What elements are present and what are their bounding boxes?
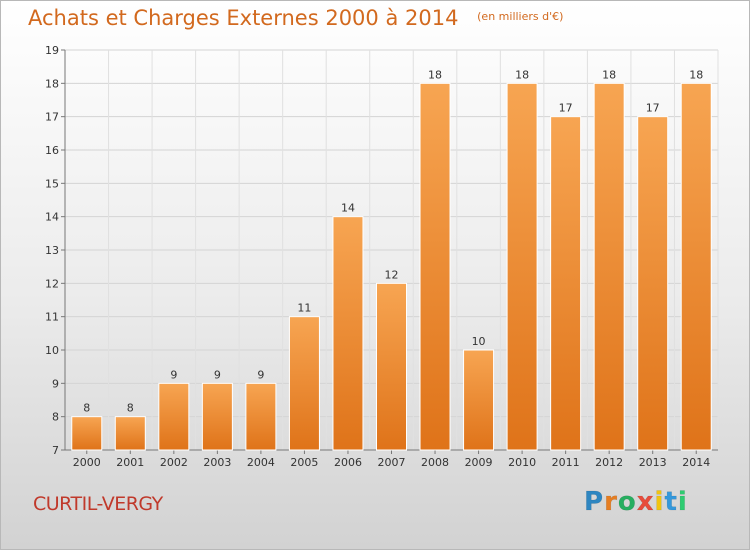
x-tick-label-2004: 2004 <box>247 456 275 469</box>
chart-title-text: Achats et Charges Externes 2000 à 2014 <box>28 6 459 30</box>
data-label-2012: 18 <box>602 68 616 81</box>
x-tick-label-2003: 2003 <box>203 456 231 469</box>
x-tick-label-2001: 2001 <box>116 456 144 469</box>
y-tick-label-13: 13 <box>45 244 59 257</box>
y-tick-label-7: 7 <box>52 444 59 457</box>
data-label-2003: 9 <box>214 368 221 381</box>
data-label-2009: 10 <box>472 335 486 348</box>
bar-2004 <box>245 382 277 451</box>
bars <box>71 82 712 451</box>
chart-unit: (en milliers d'€) <box>477 10 564 23</box>
data-label-2005: 11 <box>297 302 311 315</box>
bar-2006 <box>332 216 364 451</box>
y-tick-label-19: 19 <box>45 44 59 57</box>
y-tick-label-17: 17 <box>45 111 59 124</box>
logo-letter: i <box>677 487 688 518</box>
data-label-2008: 18 <box>428 68 442 81</box>
y-tick-label-18: 18 <box>45 77 59 90</box>
bar-2000 <box>71 416 103 451</box>
logo-letter: i <box>654 487 665 518</box>
bar-2005 <box>288 316 320 451</box>
y-tick-label-9: 9 <box>52 377 59 390</box>
logo-letter: x <box>636 487 655 518</box>
bar-2003 <box>201 382 233 451</box>
bar-2012 <box>593 82 625 451</box>
data-label-2014: 18 <box>689 68 703 81</box>
data-label-2004: 9 <box>257 368 264 381</box>
logo-letter: P <box>584 487 605 518</box>
chart-title: Achats et Charges Externes 2000 à 2014 (… <box>28 6 563 30</box>
x-tick-label-2006: 2006 <box>334 456 362 469</box>
bar-2010 <box>506 82 538 451</box>
x-tick-label-2009: 2009 <box>465 456 493 469</box>
y-tick-label-16: 16 <box>45 144 59 157</box>
bar-2001 <box>114 416 146 451</box>
bar-2007 <box>376 282 407 451</box>
bar-2014 <box>680 82 712 451</box>
data-label-2007: 12 <box>385 268 399 281</box>
y-tick-label-15: 15 <box>45 177 59 190</box>
data-label-2013: 17 <box>646 102 660 115</box>
x-tick-label-2010: 2010 <box>508 456 536 469</box>
bar-2013 <box>637 116 669 451</box>
x-tick-label-2000: 2000 <box>73 456 101 469</box>
logo-letter: o <box>617 487 637 518</box>
x-tick-label-2008: 2008 <box>421 456 449 469</box>
data-label-2006: 14 <box>341 202 355 215</box>
data-label-2010: 18 <box>515 68 529 81</box>
proxiti-logo: Proxiti <box>584 487 688 518</box>
bar-2009 <box>463 349 495 451</box>
x-tick-label-2012: 2012 <box>595 456 623 469</box>
y-tick-label-14: 14 <box>45 211 59 224</box>
y-tick-label-11: 11 <box>45 311 59 324</box>
logo-letter: t <box>664 487 678 518</box>
y-tick-label-12: 12 <box>45 277 59 290</box>
x-tick-label-2014: 2014 <box>682 456 710 469</box>
y-tick-label-8: 8 <box>52 411 59 424</box>
bar-2011 <box>550 116 582 451</box>
x-tick-label-2013: 2013 <box>639 456 667 469</box>
data-label-2000: 8 <box>83 402 90 415</box>
x-tick-label-2007: 2007 <box>378 456 406 469</box>
bar-2002 <box>158 382 190 451</box>
city-name: CURTIL-VERGY <box>33 493 163 515</box>
x-tick-label-2011: 2011 <box>552 456 580 469</box>
data-label-2002: 9 <box>170 368 177 381</box>
logo-letter: r <box>604 487 618 518</box>
bar-2008 <box>419 82 451 451</box>
labels: 7 8 9 10 11 12 13 14 15 16 17 18 19 8 2000 8 2001 9 2002 9 2… <box>45 44 710 469</box>
x-tick-label-2005: 2005 <box>290 456 318 469</box>
data-label-2011: 17 <box>559 102 573 115</box>
data-label-2001: 8 <box>127 402 134 415</box>
y-tick-label-10: 10 <box>45 344 59 357</box>
x-tick-label-2002: 2002 <box>160 456 188 469</box>
